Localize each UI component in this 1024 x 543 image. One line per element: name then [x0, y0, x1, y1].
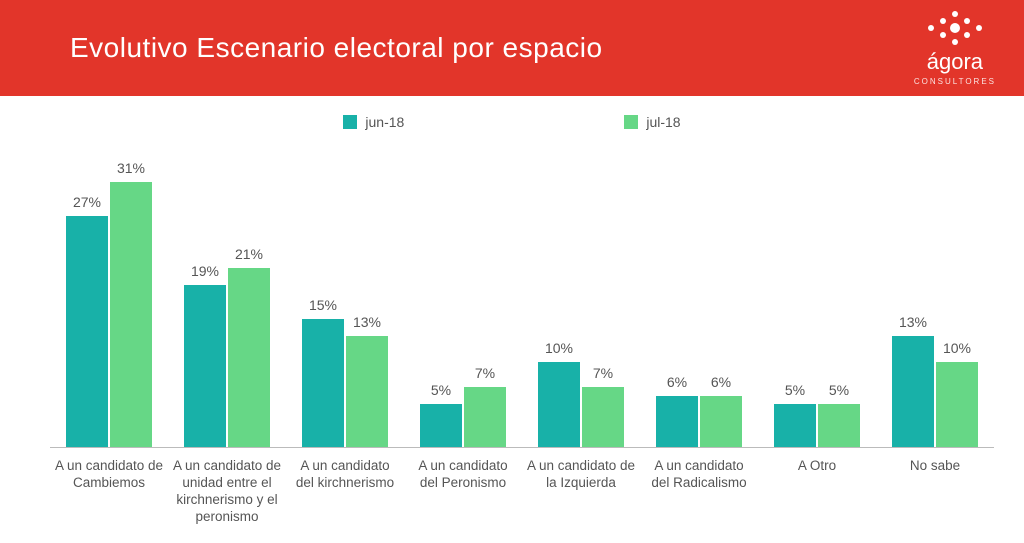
bar: 21%: [228, 268, 270, 447]
bar-value-label: 10%: [545, 340, 573, 356]
bar-value-label: 19%: [191, 263, 219, 279]
legend-label: jun-18: [365, 114, 404, 130]
x-axis-label: A un candidato de Cambiemos: [50, 454, 168, 526]
chart-xaxis: A un candidato de CambiemosA un candidat…: [50, 454, 994, 526]
logo-dots-icon: [927, 11, 983, 51]
bar: 19%: [184, 285, 226, 447]
bar-group: 27%31%: [50, 148, 168, 447]
bar-value-label: 5%: [829, 382, 849, 398]
bar: 5%: [420, 404, 462, 447]
chart-plot: 27%31%19%21%15%13%5%7%10%7%6%6%5%5%13%10…: [50, 148, 994, 448]
bar-value-label: 5%: [431, 382, 451, 398]
x-axis-label: A un candidato del Peronismo: [404, 454, 522, 526]
bar-value-label: 21%: [235, 246, 263, 262]
bar-group: 10%7%: [522, 148, 640, 447]
bar-value-label: 6%: [667, 374, 687, 390]
bar-group: 15%13%: [286, 148, 404, 447]
bar-group: 19%21%: [168, 148, 286, 447]
bar-value-label: 13%: [353, 314, 381, 330]
legend-item-jul: jul-18: [624, 114, 680, 130]
bar: 31%: [110, 182, 152, 447]
header-bar: Evolutivo Escenario electoral por espaci…: [0, 0, 1024, 96]
bar: 6%: [700, 396, 742, 447]
x-axis-label: A un candidato del kirchnerismo: [286, 454, 404, 526]
bar: 5%: [774, 404, 816, 447]
logo-sub: CONSULTORES: [914, 77, 996, 86]
legend-label: jul-18: [646, 114, 680, 130]
bar-value-label: 13%: [899, 314, 927, 330]
x-axis-label: A un candidato de la Izquierda: [522, 454, 640, 526]
x-axis-label: A Otro: [758, 454, 876, 526]
page-title: Evolutivo Escenario electoral por espaci…: [70, 32, 603, 64]
legend-item-jun: jun-18: [343, 114, 404, 130]
bar: 15%: [302, 319, 344, 447]
bar: 7%: [464, 387, 506, 447]
bar-group: 13%10%: [876, 148, 994, 447]
bar-value-label: 27%: [73, 194, 101, 210]
bar-group: 6%6%: [640, 148, 758, 447]
bar: 27%: [66, 216, 108, 447]
bar-value-label: 5%: [785, 382, 805, 398]
bar: 6%: [656, 396, 698, 447]
brand-logo: ágora CONSULTORES: [914, 11, 996, 86]
bar-value-label: 15%: [309, 297, 337, 313]
bar-value-label: 7%: [593, 365, 613, 381]
x-axis-label: A un candidato de unidad entre el kirchn…: [168, 454, 286, 526]
bar-value-label: 7%: [475, 365, 495, 381]
page: Evolutivo Escenario electoral por espaci…: [0, 0, 1024, 543]
logo-word: ágora: [927, 49, 983, 75]
bar: 7%: [582, 387, 624, 447]
chart-area: jun-18 jul-18 27%31%19%21%15%13%5%7%10%7…: [0, 96, 1024, 543]
bar-value-label: 6%: [711, 374, 731, 390]
bar: 5%: [818, 404, 860, 447]
bar: 10%: [936, 362, 978, 447]
x-axis-label: No sabe: [876, 454, 994, 526]
bar: 10%: [538, 362, 580, 447]
bar-group: 5%5%: [758, 148, 876, 447]
legend-swatch-icon: [343, 115, 357, 129]
legend-swatch-icon: [624, 115, 638, 129]
bar: 13%: [346, 336, 388, 447]
x-axis-label: A un candidato del Radicalismo: [640, 454, 758, 526]
bar: 13%: [892, 336, 934, 447]
bar-value-label: 10%: [943, 340, 971, 356]
bar-value-label: 31%: [117, 160, 145, 176]
chart-legend: jun-18 jul-18: [10, 114, 1014, 130]
bar-group: 5%7%: [404, 148, 522, 447]
